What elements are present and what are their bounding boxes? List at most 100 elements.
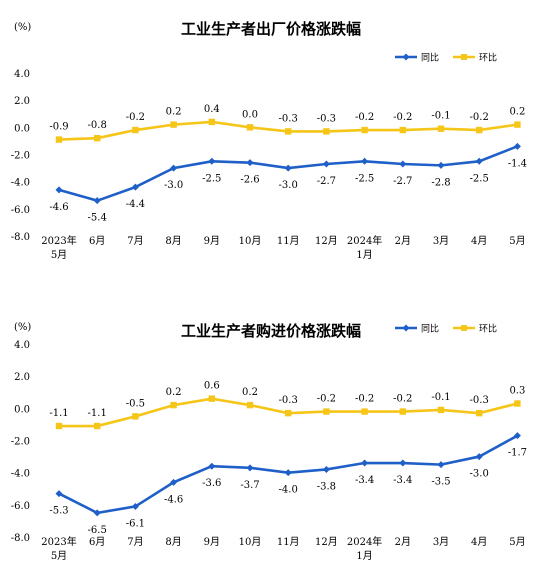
data-label: -6.5 [88,525,107,536]
chart-title: 工业生产者出厂价格涨跌幅 [180,20,361,38]
data-point [246,124,254,131]
x-tick-label: 5月 [51,550,67,562]
x-tick-label: 8月 [165,536,181,548]
data-point [94,422,101,430]
data-label: -3.5 [431,477,450,488]
data-point [361,126,368,134]
x-tick-label: 8月 [165,235,181,247]
data-label: -0.2 [393,112,412,123]
legend-label: 环比 [479,323,497,335]
data-label: -1.7 [508,448,527,459]
data-point [246,464,254,472]
data-point [93,197,101,205]
data-point [131,502,139,510]
data-label: -1.1 [88,408,107,419]
x-tick-label: 6月 [89,536,105,548]
data-point [323,408,330,415]
data-point [475,157,483,165]
y-tick-label: 4.0 [14,69,30,80]
x-tick-label: 6月 [89,235,105,247]
data-label: 0.2 [509,107,525,118]
data-label: -0.2 [317,394,336,405]
data-label: -0.1 [431,111,450,122]
data-label: -2.7 [317,176,336,187]
data-point [513,432,521,440]
data-label: -0.2 [126,112,145,123]
data-point [475,453,483,461]
data-point [55,186,63,194]
legend-label: 同比 [421,52,439,64]
data-point [131,183,139,191]
data-point [399,408,406,415]
x-tick-label: 4月 [471,235,487,247]
data-label: -3.4 [393,475,412,486]
x-tick-label: 7月 [127,235,143,247]
data-label: 0.3 [509,386,525,397]
chart-title: 工业生产者购进价格涨跌幅 [180,322,361,340]
legend-label: 环比 [479,52,497,64]
x-tick-label: 2月 [395,235,411,247]
data-point [132,126,139,134]
data-point [322,465,330,473]
x-tick-label: 11月 [277,235,300,247]
data-point [170,121,177,128]
x-tick-label: 12月 [315,536,338,548]
data-label: -4.6 [49,202,68,213]
legend-marker [461,54,467,60]
data-point [513,142,521,150]
x-tick-label: 2023年 [41,234,76,247]
data-point [55,136,63,143]
legend-marker [461,325,467,331]
data-point [94,135,101,142]
data-point [208,395,215,402]
data-label: -2.7 [393,176,412,187]
data-label: -4.0 [279,485,298,496]
data-point [437,161,445,169]
data-label: -6.1 [126,518,145,529]
y-tick-label: -6.0 [11,205,30,216]
data-point [361,459,369,467]
data-label: 0.2 [242,387,258,398]
data-label: -2.6 [240,175,259,186]
data-label: -3.0 [279,180,298,191]
data-point [437,406,445,414]
y-tick-label: -4.0 [11,469,30,480]
data-label: -0.8 [88,120,107,131]
x-tick-label: 5月 [51,249,67,261]
data-point [322,160,330,168]
y-tick-label: -8.0 [11,533,30,544]
data-label: -3.0 [164,180,183,191]
x-tick-label: 10月 [239,235,262,247]
x-tick-label: 3月 [433,235,449,247]
chart-output-price: 工业生产者出厂价格涨跌幅 (%) 4.0 2.0 0.0 -2.0 -4.0 -6.0 -8… [0,0,542,285]
data-point [170,478,178,486]
data-point [476,409,483,417]
x-tick-label: 2024年 [347,234,382,247]
x-tick-label: 11月 [277,536,300,548]
data-point [476,126,483,134]
data-point [55,422,63,430]
data-label: -5.3 [49,506,68,517]
x-tick-label: 10月 [239,536,262,548]
x-tick-label: 2月 [395,536,411,548]
y-tick-label: 0.0 [14,123,30,134]
x-tick-label: 1月 [356,550,372,562]
x-tick-label: 1月 [356,249,372,261]
data-point [284,469,292,477]
data-point [399,126,406,134]
data-label: -1.4 [508,158,527,169]
y-tick-label: 2.0 [14,372,30,383]
y-tick-label: 2.0 [14,96,30,107]
y-tick-label: -6.0 [11,501,30,512]
data-label: 0.0 [242,109,258,120]
data-label: -4.6 [164,494,183,505]
data-point [399,160,407,168]
data-label: -0.3 [317,113,336,124]
legend-marker [402,324,410,332]
data-point [208,157,216,165]
data-label: 0.6 [204,381,220,392]
legend-label: 同比 [421,323,439,335]
y-unit-label: (%) [14,22,32,33]
data-label: -1.1 [49,408,68,419]
x-tick-label: 2023年 [41,535,76,548]
